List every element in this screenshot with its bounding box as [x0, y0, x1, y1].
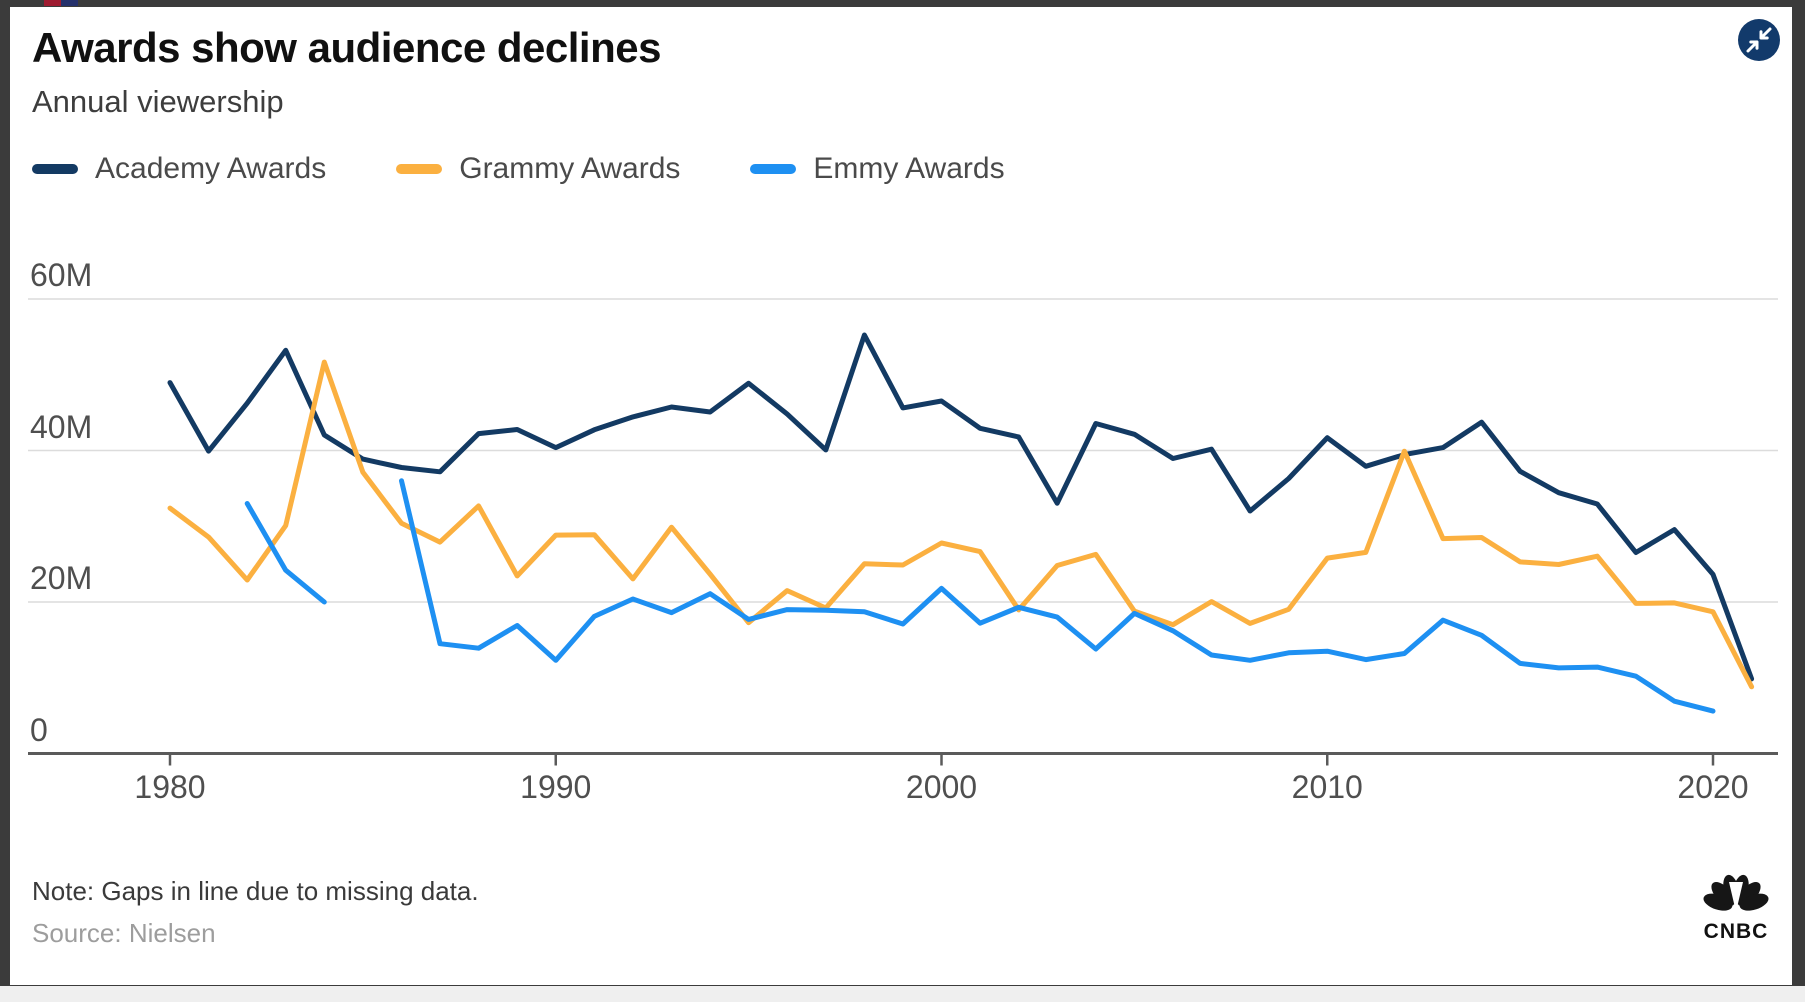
chart-title: Awards show audience declines [32, 24, 661, 71]
academy-line-swatch-icon [32, 164, 78, 174]
line-emmy-awards [244, 478, 1716, 714]
background-fragment-red [44, 0, 61, 6]
emmy-line-swatch-icon [750, 164, 797, 174]
chart-card [10, 7, 1792, 985]
y-tick-label-0: 0 [30, 711, 48, 748]
chart-legend: Academy Awards Grammy Awards Emmy Awards [32, 152, 1005, 186]
line-academy-awards [167, 332, 1755, 682]
x-tick-label-2000: 2000 [905, 769, 978, 805]
x-tick-label-2010: 2010 [1291, 769, 1363, 805]
cnbc-logo-text: CNBC [1704, 920, 1769, 943]
grammy-line-swatch-icon [396, 164, 443, 174]
peacock-notch [1729, 882, 1743, 912]
chart-note: Note: Gaps in line due to missing data. [32, 876, 479, 906]
legend-item-academy-awards[interactable]: Academy Awards [32, 152, 326, 186]
collapse-chart-button[interactable] [1737, 18, 1781, 62]
background-fragment-navy [61, 0, 78, 6]
page-bottom-strip [0, 986, 1805, 1002]
y-tick-label-20M: 20M [30, 560, 93, 596]
collapse-arrows-icon [1746, 27, 1772, 53]
legend-item-grammy-awards[interactable]: Grammy Awards [396, 152, 680, 186]
legend-label: Grammy Awards [459, 152, 681, 185]
cnbc-logo: CNBC [1703, 874, 1769, 943]
x-tick-label-1980: 1980 [134, 769, 206, 805]
legend-label: Academy Awards [95, 152, 327, 185]
x-tick-label-2020: 2020 [1677, 769, 1749, 805]
y-tick-label-40M: 40M [30, 408, 93, 445]
x-tick-label-1990: 1990 [520, 769, 592, 805]
y-tick-label-60M: 60M [30, 257, 93, 293]
legend-label: Emmy Awards [813, 152, 1005, 185]
chart-subtitle: Annual viewership [32, 84, 284, 119]
line-grammy-awards [167, 359, 1755, 690]
chart-source: Source: Nielsen [32, 918, 216, 948]
legend-item-emmy-awards[interactable]: Emmy Awards [750, 152, 1005, 186]
